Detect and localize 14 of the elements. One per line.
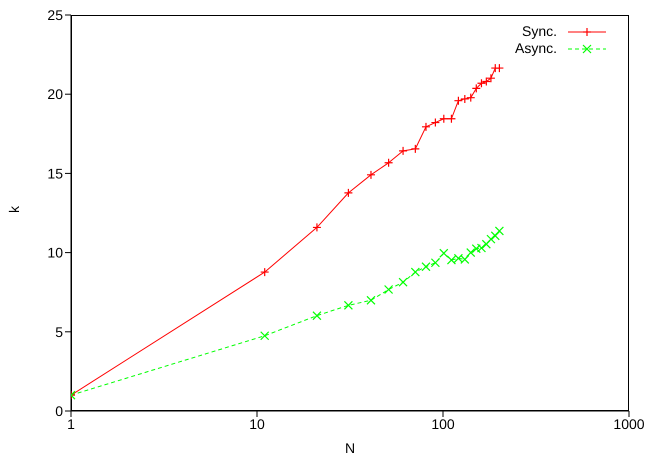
y-axis-title: k: [6, 205, 22, 213]
x-tick-label: 100: [431, 416, 455, 432]
x-tick-label: 1000: [613, 416, 645, 432]
x-tick-label: 10: [249, 416, 265, 432]
y-tick-label: 25: [47, 6, 64, 23]
legend-label: Async.: [514, 40, 557, 57]
x-tick-label: 1: [67, 416, 76, 432]
y-tick-label: 15: [47, 165, 64, 182]
legend-label: Sync.: [522, 23, 557, 40]
y-tick-label: 5: [55, 324, 64, 340]
y-tick-label: 20: [47, 86, 64, 102]
y-tick-label: 0: [55, 402, 64, 419]
y-tick-label: 10: [47, 244, 64, 261]
x-axis-title: N: [344, 440, 356, 456]
